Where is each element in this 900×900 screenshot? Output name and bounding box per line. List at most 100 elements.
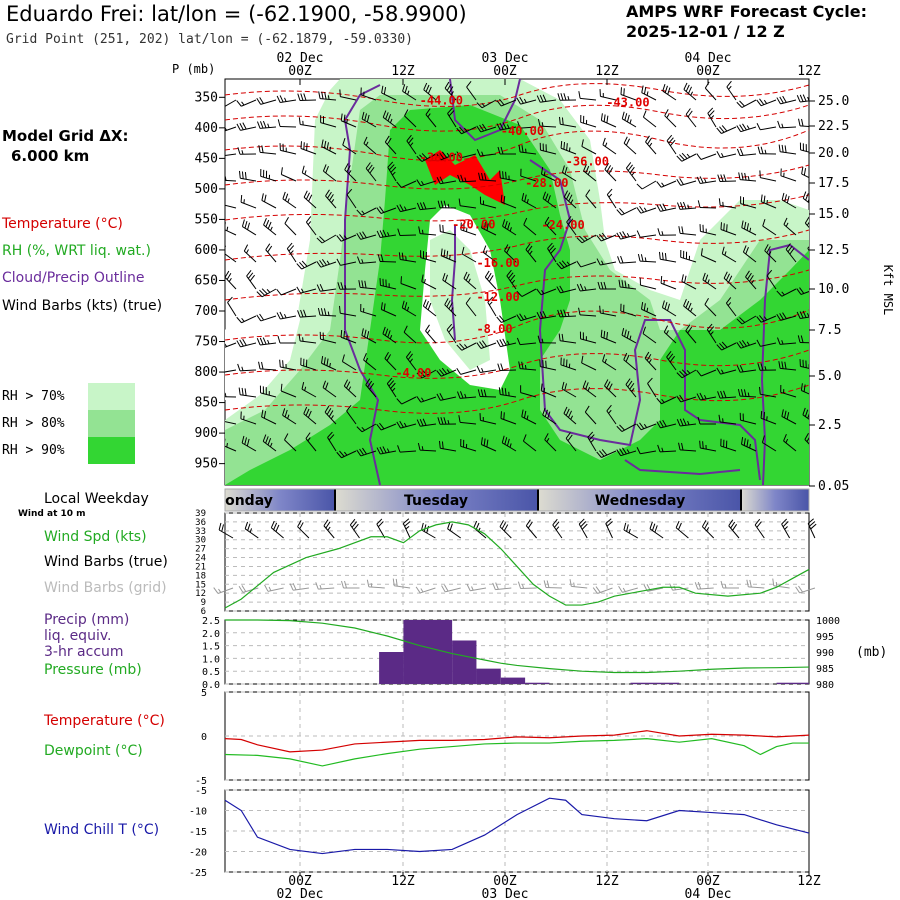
wind-barb (518, 361, 537, 371)
wind-barb (801, 166, 809, 179)
wind-barb (498, 387, 517, 398)
legend-wind-barbs-grid: Wind Barbs (grid) (44, 580, 167, 596)
weekday-label: Wednesday (595, 493, 685, 509)
wind-barb (458, 415, 477, 425)
wind-barb (658, 251, 677, 263)
wind-barb-true (447, 521, 461, 539)
pressure-axis-label: P (mb) (172, 62, 215, 76)
wind-barb (736, 148, 757, 157)
wind-barb (436, 151, 457, 161)
height-tick: 2.5 (818, 418, 841, 433)
wind-barb (438, 440, 457, 452)
wind-barb (422, 299, 437, 317)
wind-barb (382, 326, 397, 344)
legend-rh70: RH > 70% (2, 389, 65, 404)
wind-barb (556, 285, 577, 294)
wind-barb (737, 388, 757, 398)
bottom-time-tick: 12Z (595, 874, 619, 889)
wind-barb-grid (264, 584, 284, 592)
isotherm-label: -20.00 (452, 218, 495, 232)
wind-barb (476, 99, 497, 109)
wind-barb (338, 305, 357, 317)
height-tick: 7.5 (818, 323, 841, 338)
wind-barb (263, 218, 277, 236)
wind-barb (225, 369, 237, 373)
wind-barb (363, 353, 377, 371)
wind-barb (666, 351, 677, 371)
wind-barb (563, 406, 577, 425)
wind-barb (236, 315, 257, 324)
legend-rh90: RH > 90% (2, 443, 65, 458)
weekday-label: Monday (211, 493, 273, 509)
wind-barb (560, 140, 577, 155)
pressure-tick-985: 985 (816, 664, 834, 675)
wind-barb (540, 383, 557, 398)
wind-barb (697, 200, 717, 209)
wind-barb (479, 413, 497, 425)
isotherm-label: -36.00 (566, 155, 609, 169)
legend-precip-liq: liq. equiv. (44, 628, 112, 644)
wind-barb (447, 107, 457, 128)
wind-tick-9: 9 (201, 598, 206, 608)
wind-barb (458, 198, 477, 209)
weekday-bar: Monday Tuesday Wednesday (211, 488, 810, 512)
wind-barb (696, 369, 717, 377)
isotherm-label: -40.00 (501, 124, 544, 138)
wind-barb (305, 432, 317, 452)
wind-barb (756, 98, 777, 107)
wind-barb-true (349, 518, 360, 539)
wind-barb (681, 274, 697, 290)
wind-barb (566, 216, 577, 236)
wind-barb (656, 419, 677, 429)
wind-barb (563, 190, 577, 209)
wind-barb (717, 390, 737, 399)
wind-barb (484, 270, 497, 290)
wind-barb (487, 296, 497, 317)
wind-barb (741, 436, 757, 452)
wind-barb (516, 313, 537, 322)
wind-barb (644, 351, 657, 371)
wind-barb (516, 288, 537, 297)
isotherm (225, 164, 809, 190)
wind-barb (676, 369, 697, 379)
wind-barb (500, 194, 517, 209)
wind-barb (800, 383, 809, 395)
wind-barb (704, 297, 717, 317)
wind-barb (405, 351, 417, 371)
pressure-tick-350: 350 (195, 90, 218, 105)
wind-barb (342, 137, 357, 155)
wind-barb (317, 307, 337, 317)
height-tick: 10.0 (818, 282, 849, 297)
weekday-segment (741, 489, 809, 511)
wind-barb (356, 231, 377, 240)
wind-barb (476, 123, 497, 133)
wind-barb (241, 219, 257, 236)
wind-barb (225, 421, 237, 425)
bottom-time-tick: 00Z (493, 874, 517, 889)
wind-barb (781, 192, 797, 209)
wind-barb (280, 383, 297, 398)
wind-barb (587, 431, 597, 452)
precip-tick: 2.0 (202, 629, 220, 640)
bottom-time-axis: 00Z 12Z 00Z 12Z 00Z 12Z 02 Dec 03 Dec 04 Dec (277, 872, 821, 900)
wind-barb (581, 139, 597, 155)
model-grid-dx: Model Grid ΔX: 6.000 km (2, 126, 129, 166)
wind-barb (380, 302, 397, 317)
wind-barb (621, 111, 637, 128)
wind-barb (738, 172, 757, 182)
wind-barb (397, 228, 417, 237)
wind-barb-grid (543, 580, 562, 589)
wind-barb (599, 89, 617, 101)
wind-barb (296, 260, 317, 270)
wind-barb (596, 232, 617, 242)
pressure-tick-550: 550 (195, 212, 218, 227)
wind-barb (286, 242, 297, 263)
wind-barb (499, 170, 517, 182)
isotherm-label: -38.00 (420, 150, 463, 164)
wind-barb (584, 405, 597, 425)
cloud-outline (343, 79, 809, 485)
wind-barb-grid (238, 585, 259, 593)
wind-barb (680, 250, 697, 263)
